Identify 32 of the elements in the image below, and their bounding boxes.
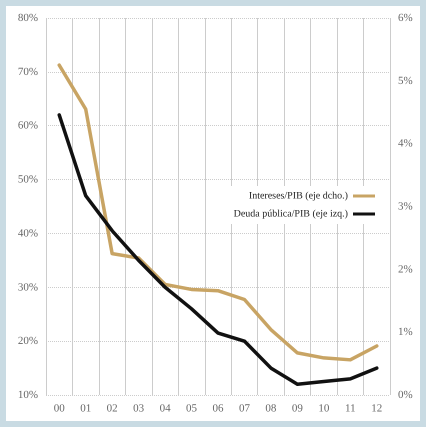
x-tick-label: 08 — [265, 402, 277, 414]
x-tick-label: 01 — [80, 402, 92, 414]
x-tick-label: 02 — [106, 402, 118, 414]
x-tick-label: 07 — [238, 402, 250, 414]
y-tick-label: 50% — [18, 174, 38, 186]
y2-tick-label: 0% — [398, 389, 413, 401]
line-series — [57, 63, 379, 362]
y-tick-label: 10% — [18, 389, 38, 401]
y2-tick-label: 2% — [398, 263, 413, 276]
x-tick-label: 10 — [318, 402, 330, 414]
x-tick-label: 12 — [371, 402, 382, 414]
x-tick-label: 05 — [186, 402, 198, 414]
legend-label: Intereses/PIB (eje dcho.) — [248, 190, 348, 202]
x-tick-label: 00 — [54, 402, 66, 414]
legend-label: Deuda pública/PIB (eje izq.) — [234, 208, 348, 220]
y2-tick-label: 1% — [398, 326, 413, 338]
y-tick-label: 60% — [18, 120, 38, 132]
y2-tick-label: 5% — [398, 74, 413, 87]
y-tick-label: 80% — [18, 12, 38, 24]
y-tick-label: 70% — [18, 66, 38, 78]
y2-tick-label: 3% — [398, 200, 413, 212]
y-tick-label: 40% — [18, 227, 38, 240]
y-tick-label: 30% — [18, 281, 38, 294]
x-tick-label: 03 — [133, 402, 145, 414]
x-tick-label: 06 — [212, 402, 224, 414]
y2-tick-label: 4% — [398, 138, 413, 150]
x-tick-label: 09 — [292, 402, 304, 414]
y-tick-label: 20% — [18, 335, 38, 348]
y2-tick-label: 6% — [398, 12, 413, 24]
x-tick-label: 11 — [345, 402, 356, 414]
line-series — [57, 113, 379, 386]
x-tick-label: 04 — [160, 402, 172, 414]
